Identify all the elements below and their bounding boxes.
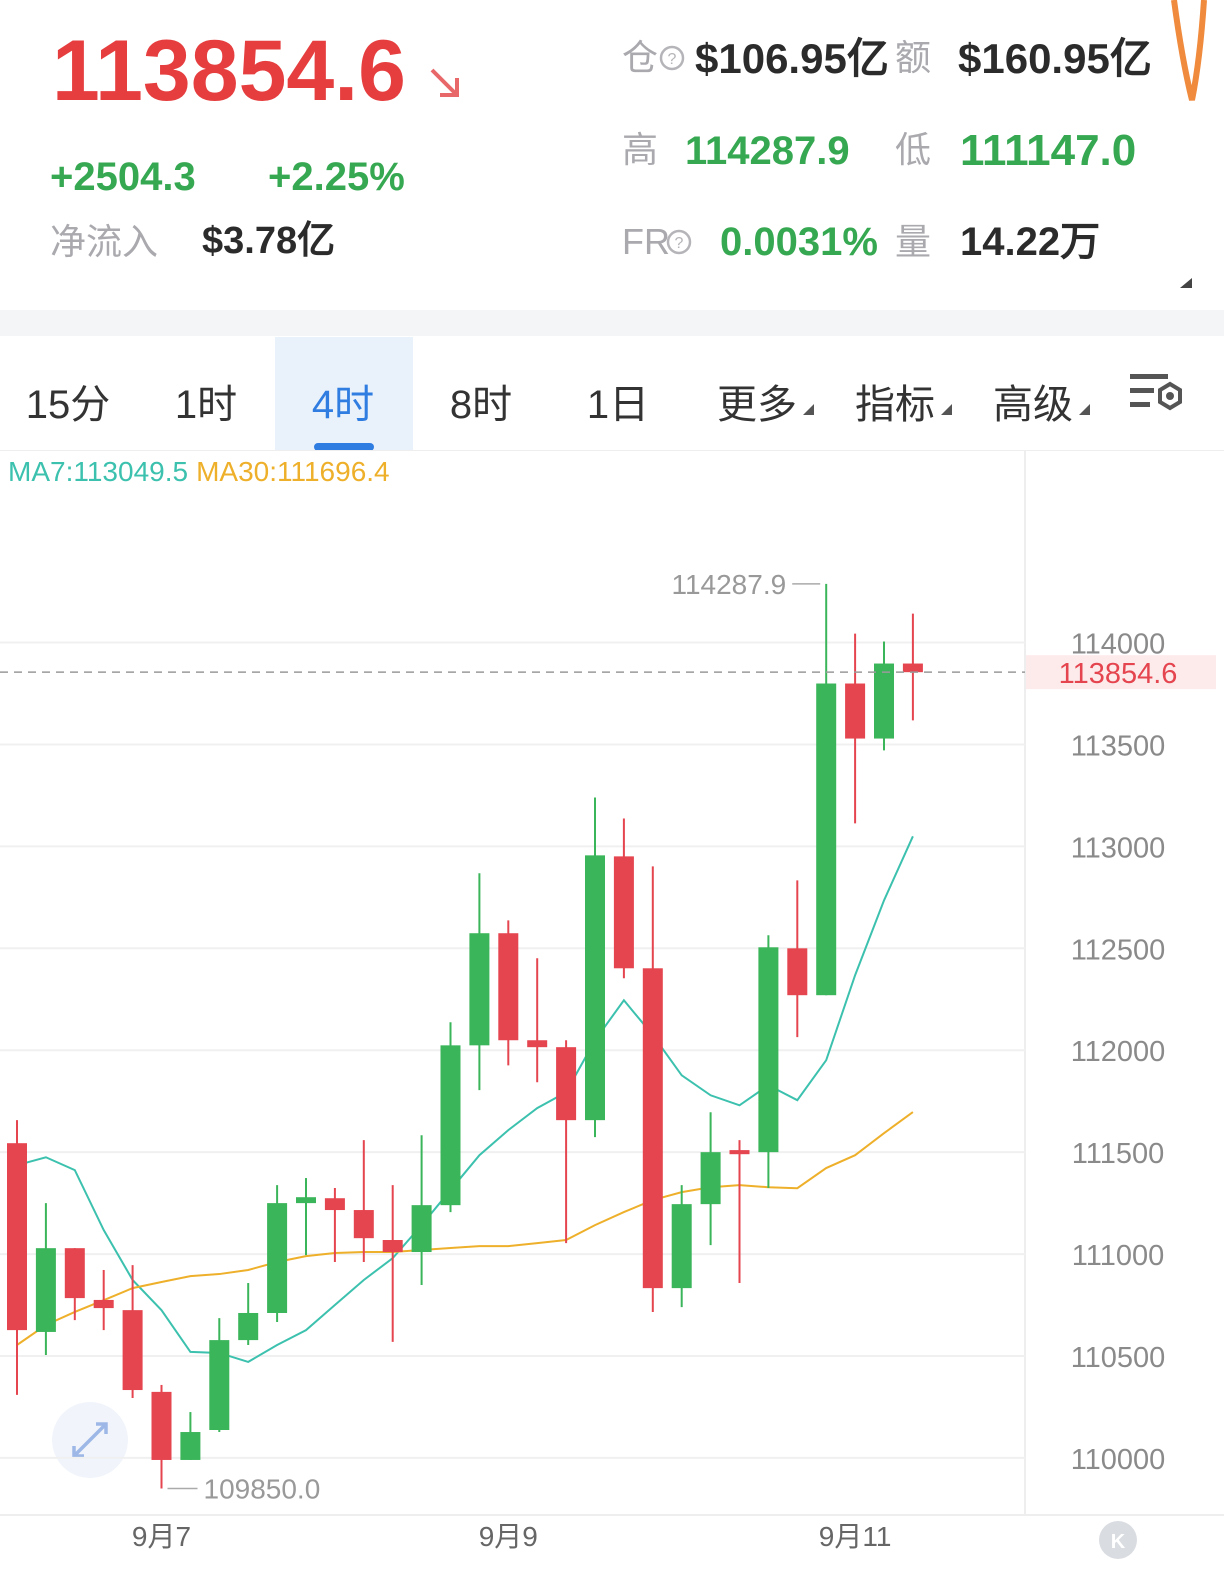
change-pct: +2.25% <box>268 155 405 199</box>
candle-body <box>642 968 663 1289</box>
tab[interactable]: 1日 <box>586 383 650 427</box>
turnover: $160.95亿 <box>958 35 1152 82</box>
candle-body <box>209 1340 230 1430</box>
candle-body <box>874 663 894 739</box>
tab[interactable]: 4时 <box>311 383 375 427</box>
candle-body <box>758 947 779 1153</box>
y-tick-label: 112500 <box>1071 934 1166 966</box>
help-icon[interactable]: ? <box>658 44 686 72</box>
candle-body <box>382 1240 403 1253</box>
candle-body <box>440 1045 461 1206</box>
candle-body <box>180 1432 201 1460</box>
high: 114287.9 <box>685 129 850 173</box>
fr-label: FR <box>622 221 670 262</box>
tab[interactable]: 8时 <box>449 383 513 427</box>
y-tick-label: 112000 <box>1071 1036 1166 1068</box>
candle-body <box>296 1197 316 1204</box>
tab[interactable]: 1时 <box>174 383 238 427</box>
candle-body <box>238 1312 259 1341</box>
ma-line <box>16 835 914 1363</box>
high-label: 高 <box>622 129 659 170</box>
svg-text:?: ? <box>668 51 677 68</box>
k-button[interactable] <box>1099 1521 1137 1559</box>
down-arrow-icon <box>430 68 459 97</box>
x-tick-label: 9月9 <box>479 1521 538 1552</box>
candle-body <box>324 1198 345 1211</box>
candle-body <box>527 1040 548 1048</box>
tab[interactable]: 高级 <box>993 383 1073 427</box>
netflow-label: 净流入 <box>50 221 159 262</box>
max-label: 114287.9 <box>671 569 786 600</box>
candle-body <box>122 1310 143 1391</box>
dropdown-triangle <box>941 404 952 415</box>
k-icon: K <box>1111 1531 1126 1553</box>
legend-entry: MA7:113049.5 <box>8 456 188 487</box>
y-tick-label: 110500 <box>1071 1342 1166 1374</box>
tab[interactable]: 15分 <box>25 383 111 427</box>
candle-body <box>729 1150 750 1155</box>
settings-icon[interactable] <box>1128 370 1186 418</box>
divider <box>0 450 1224 451</box>
candle-body <box>902 663 923 673</box>
ma-line <box>16 1111 914 1346</box>
dropdown-triangle <box>1079 404 1090 415</box>
expand-triangle[interactable] <box>1178 276 1194 290</box>
candle-body <box>787 948 808 996</box>
turnover-label: 额 <box>895 37 932 78</box>
last-price-bg <box>1026 655 1216 690</box>
y-tick-label: 113500 <box>1071 730 1166 762</box>
candle-body <box>585 855 605 1121</box>
candle-body <box>7 1143 27 1331</box>
oi: $106.95亿 <box>695 35 889 82</box>
netflow: $3.78亿 <box>202 220 336 262</box>
fullscreen-icon <box>72 1422 108 1458</box>
fr: 0.0031% <box>720 220 878 264</box>
price: 113854.6 <box>52 23 406 119</box>
candle-body <box>469 933 490 1046</box>
legend-entry: MA30:111696.4 <box>196 456 390 487</box>
svg-text:?: ? <box>675 235 684 252</box>
candle-body <box>671 1204 692 1289</box>
separator <box>0 310 1224 336</box>
x-tick-label: 9月7 <box>132 1521 191 1552</box>
x-tick-label: 9月11 <box>819 1521 892 1552</box>
candle-body <box>498 933 519 1041</box>
selected-tab-underline <box>314 443 374 451</box>
selected-tab-bg <box>275 337 413 450</box>
y-tick-label: 111500 <box>1072 1138 1164 1170</box>
low-label: 低 <box>895 129 932 170</box>
candle-body <box>816 683 837 996</box>
y-tick-label: 110000 <box>1071 1444 1166 1476</box>
candle-body <box>700 1152 721 1205</box>
candle-body <box>267 1203 288 1313</box>
candle-body <box>64 1248 85 1299</box>
scribble <box>1171 0 1207 101</box>
volume: 14.22万 <box>960 220 1101 264</box>
min-label: 109850.0 <box>204 1474 321 1505</box>
candle-body <box>93 1299 114 1309</box>
candle-body <box>151 1391 172 1460</box>
candle-body <box>35 1248 56 1332</box>
y-tick-label: 113000 <box>1071 832 1166 864</box>
tab[interactable]: 指标 <box>855 383 935 427</box>
candle-body <box>411 1205 432 1253</box>
volume-label: 量 <box>895 221 932 262</box>
low: 111147.0 <box>960 126 1137 175</box>
change: +2504.3 <box>50 155 196 199</box>
y-tick-label: 111000 <box>1072 1240 1164 1272</box>
oi-label: 仓 <box>622 37 659 78</box>
last-price-label: 113854.6 <box>1059 658 1178 690</box>
candle-body <box>556 1047 577 1121</box>
candle-body <box>613 856 634 969</box>
candle-body <box>353 1210 374 1239</box>
candle-body <box>845 683 866 739</box>
tab[interactable]: 更多 <box>717 383 797 427</box>
dropdown-triangle <box>803 404 814 415</box>
help-icon[interactable]: ? <box>665 228 693 256</box>
